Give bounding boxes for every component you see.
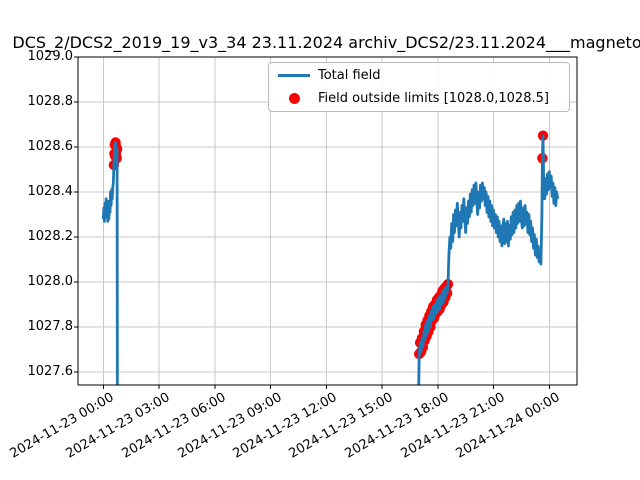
- legend: Total field Field outside limits [1028.0…: [268, 62, 570, 112]
- y-tick-label: 1027.6: [27, 364, 74, 379]
- y-tick-label: 1027.8: [27, 319, 74, 334]
- legend-dot-swatch: [278, 93, 310, 105]
- y-tick-label: 1028.8: [27, 94, 74, 109]
- y-tick-label: 1028.2: [27, 229, 74, 244]
- axes-spines: [74, 56, 578, 389]
- y-tick-label: 1028.4: [27, 184, 74, 199]
- legend-label-outside-limits: Field outside limits [1028.0,1028.5]: [318, 91, 549, 107]
- data-series: [101, 130, 560, 385]
- total-field-line: [417, 134, 560, 385]
- chart-title: DCS_2/DCS2_2019_19_v3_34 23.11.2024 arch…: [12, 33, 640, 52]
- legend-line-swatch: [278, 73, 310, 77]
- legend-item-outside-limits: Field outside limits [1028.0,1028.5]: [269, 88, 569, 110]
- total-field-line: [101, 141, 119, 385]
- y-tick-label: 1028.6: [27, 139, 74, 154]
- legend-item-total-field: Total field: [269, 64, 569, 86]
- legend-label-total-field: Total field: [318, 67, 381, 83]
- y-tick-label: 1029.0: [27, 49, 74, 64]
- y-tick-label: 1028.0: [27, 274, 74, 289]
